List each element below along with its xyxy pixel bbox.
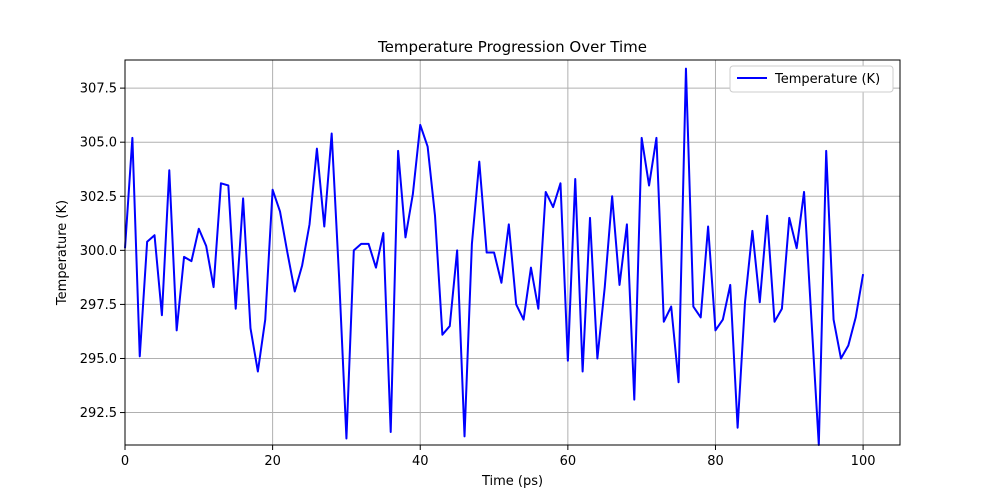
x-tick-label: 80	[707, 454, 724, 469]
y-tick-label: 297.5	[80, 298, 117, 313]
y-tick-label: 300.0	[80, 244, 117, 259]
x-tick-label: 0	[121, 454, 129, 469]
legend: Temperature (K)	[729, 65, 894, 93]
chart-title: Temperature Progression Over Time	[377, 38, 647, 56]
x-tick-label: 40	[412, 454, 429, 469]
y-tick-label: 295.0	[80, 352, 117, 367]
x-axis-ticks: 0 20 40 60 80 100	[121, 445, 876, 469]
y-tick-label: 305.0	[80, 136, 117, 151]
x-axis-label: Time (ps)	[481, 474, 543, 489]
y-tick-label: 307.5	[80, 82, 117, 97]
legend-label: Temperature (K)	[774, 72, 880, 87]
y-axis-label: Temperature (K)	[55, 200, 70, 306]
series-layer	[124, 67, 865, 446]
y-axis-ticks: 292.5 295.0 297.5 300.0 302.5 305.0 307.5	[80, 82, 125, 421]
y-tick-label: 302.5	[80, 190, 117, 205]
x-tick-label: 100	[851, 454, 876, 469]
temperature-series-line	[124, 67, 865, 446]
plot-area-frame	[124, 59, 901, 446]
y-tick-label: 292.5	[80, 406, 117, 421]
x-tick-label: 20	[264, 454, 281, 469]
legend-box	[729, 65, 894, 93]
x-tick-label: 60	[560, 454, 577, 469]
